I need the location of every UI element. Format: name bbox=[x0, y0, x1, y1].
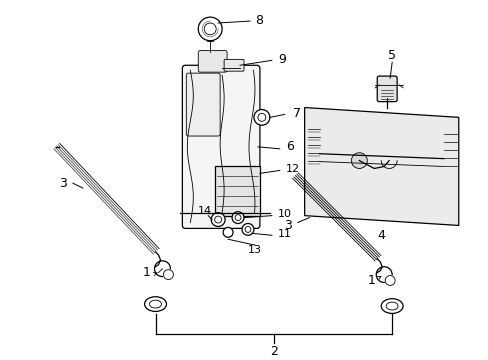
Polygon shape bbox=[304, 108, 458, 225]
FancyBboxPatch shape bbox=[182, 65, 260, 228]
Text: 11: 11 bbox=[277, 229, 291, 239]
Text: 1: 1 bbox=[366, 274, 374, 287]
Circle shape bbox=[211, 213, 224, 226]
Text: 1: 1 bbox=[142, 266, 150, 279]
Text: 14: 14 bbox=[198, 206, 212, 216]
Text: 2: 2 bbox=[269, 345, 277, 358]
Text: 12: 12 bbox=[285, 165, 299, 175]
FancyBboxPatch shape bbox=[376, 76, 396, 102]
Circle shape bbox=[232, 212, 244, 224]
FancyBboxPatch shape bbox=[186, 73, 220, 136]
Text: 8: 8 bbox=[254, 14, 263, 27]
Text: 3: 3 bbox=[283, 219, 291, 232]
FancyBboxPatch shape bbox=[224, 59, 244, 71]
Circle shape bbox=[242, 224, 253, 235]
Text: 10: 10 bbox=[277, 209, 291, 219]
FancyBboxPatch shape bbox=[198, 50, 226, 72]
Circle shape bbox=[253, 109, 269, 125]
Text: 6: 6 bbox=[285, 140, 293, 153]
Text: 3: 3 bbox=[59, 177, 67, 190]
Text: 13: 13 bbox=[247, 245, 262, 255]
Text: 5: 5 bbox=[387, 49, 395, 62]
Text: 4: 4 bbox=[377, 229, 385, 242]
Text: 7: 7 bbox=[292, 107, 300, 120]
Text: 9: 9 bbox=[277, 53, 285, 66]
Bar bbox=[215, 166, 260, 216]
Circle shape bbox=[223, 228, 233, 237]
Circle shape bbox=[351, 153, 366, 168]
